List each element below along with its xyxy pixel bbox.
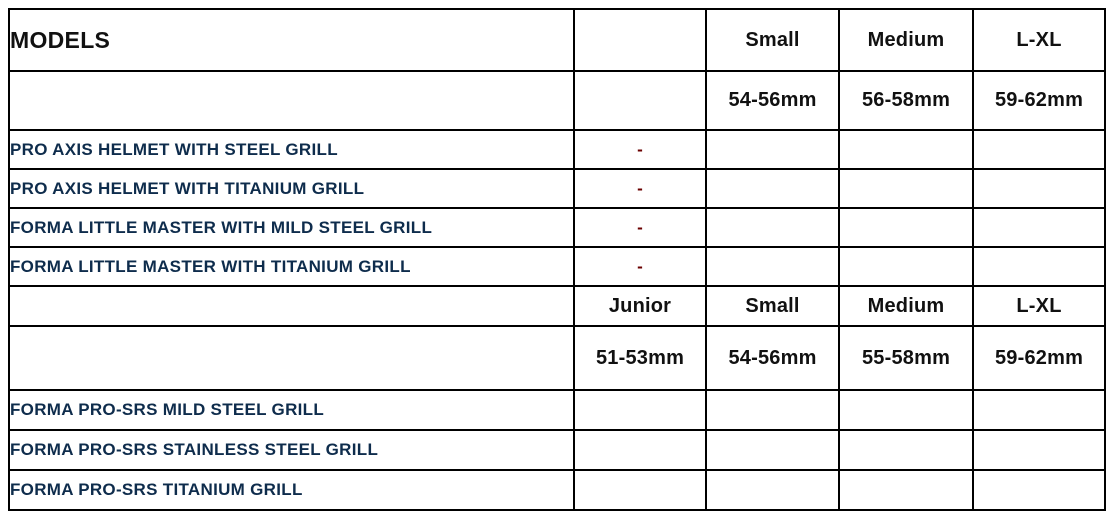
- availability-na-cell: -: [573, 168, 707, 209]
- availability-small-cell: [705, 389, 840, 431]
- table-header-row-2: Junior Small Medium L-XL: [8, 285, 1106, 327]
- availability-medium-cell: [838, 469, 974, 511]
- availability-na-cell: -: [573, 246, 707, 287]
- model-name-cell: FORMA PRO-SRS STAINLESS STEEL GRILL: [8, 429, 575, 471]
- availability-medium-cell: [838, 207, 974, 248]
- measurement-medium-group1: 56-58mm: [838, 70, 974, 131]
- availability-lxl-cell: [972, 469, 1106, 511]
- model-name-cell: FORMA PRO-SRS MILD STEEL GRILL: [8, 389, 575, 431]
- measurement-junior-group2: 51-53mm: [573, 325, 707, 391]
- model-name-cell: FORMA PRO-SRS TITANIUM GRILL: [8, 469, 575, 511]
- table-row: FORMA PRO-SRS MILD STEEL GRILL: [8, 389, 1106, 431]
- table-row: FORMA PRO-SRS TITANIUM GRILL: [8, 469, 1106, 511]
- availability-lxl-cell: [972, 168, 1106, 209]
- measurement-medium-group2: 55-58mm: [838, 325, 974, 391]
- models-measurement-blank-2: [8, 325, 575, 391]
- size-label-lxl-group1: L-XL: [972, 8, 1106, 72]
- size-label-medium-group1: Medium: [838, 8, 974, 72]
- measurement-small-group1: 54-56mm: [705, 70, 840, 131]
- availability-small-cell: [705, 246, 840, 287]
- availability-small-cell: [705, 168, 840, 209]
- availability-junior-cell: [573, 469, 707, 511]
- measurement-small-group2: 54-56mm: [705, 325, 840, 391]
- availability-lxl-cell: [972, 207, 1106, 248]
- size-label-junior-group2: Junior: [573, 285, 707, 327]
- model-name-cell: PRO AXIS HELMET WITH STEEL GRILL: [8, 129, 575, 170]
- model-name-cell: FORMA LITTLE MASTER WITH TITANIUM GRILL: [8, 246, 575, 287]
- availability-lxl-cell: [972, 129, 1106, 170]
- availability-medium-cell: [838, 168, 974, 209]
- availability-small-cell: [705, 207, 840, 248]
- table-row: FORMA LITTLE MASTER WITH TITANIUM GRILL …: [8, 246, 1106, 287]
- models-header-blank-2: [8, 285, 575, 327]
- availability-na-cell: -: [573, 207, 707, 248]
- model-name-cell: PRO AXIS HELMET WITH TITANIUM GRILL: [8, 168, 575, 209]
- table-measurement-row-2: 51-53mm 54-56mm 55-58mm 59-62mm: [8, 325, 1106, 391]
- size-label-junior-group1: [573, 8, 707, 72]
- size-chart-container: MODELS Small Medium L-XL 54-56mm 56-58mm…: [8, 8, 1106, 511]
- availability-small-cell: [705, 469, 840, 511]
- measurement-junior-group1: [573, 70, 707, 131]
- availability-medium-cell: [838, 246, 974, 287]
- table-row: PRO AXIS HELMET WITH STEEL GRILL -: [8, 129, 1106, 170]
- model-name-cell: FORMA LITTLE MASTER WITH MILD STEEL GRIL…: [8, 207, 575, 248]
- models-column-header: MODELS: [8, 8, 575, 72]
- availability-small-cell: [705, 429, 840, 471]
- availability-lxl-cell: [972, 389, 1106, 431]
- size-label-small-group2: Small: [705, 285, 840, 327]
- availability-lxl-cell: [972, 246, 1106, 287]
- size-label-small-group1: Small: [705, 8, 840, 72]
- availability-small-cell: [705, 129, 840, 170]
- size-label-medium-group2: Medium: [838, 285, 974, 327]
- table-row: PRO AXIS HELMET WITH TITANIUM GRILL -: [8, 168, 1106, 209]
- measurement-lxl-group1: 59-62mm: [972, 70, 1106, 131]
- availability-junior-cell: [573, 429, 707, 471]
- availability-junior-cell: [573, 389, 707, 431]
- table-row: FORMA LITTLE MASTER WITH MILD STEEL GRIL…: [8, 207, 1106, 248]
- table-header-row-1: MODELS Small Medium L-XL: [8, 8, 1106, 72]
- table-row: FORMA PRO-SRS STAINLESS STEEL GRILL: [8, 429, 1106, 471]
- table-measurement-row-1: 54-56mm 56-58mm 59-62mm: [8, 70, 1106, 131]
- availability-medium-cell: [838, 389, 974, 431]
- size-chart-table: MODELS Small Medium L-XL 54-56mm 56-58mm…: [8, 8, 1106, 511]
- availability-medium-cell: [838, 429, 974, 471]
- models-measurement-blank-1: [8, 70, 575, 131]
- availability-lxl-cell: [972, 429, 1106, 471]
- availability-na-cell: -: [573, 129, 707, 170]
- size-label-lxl-group2: L-XL: [972, 285, 1106, 327]
- availability-medium-cell: [838, 129, 974, 170]
- measurement-lxl-group2: 59-62mm: [972, 325, 1106, 391]
